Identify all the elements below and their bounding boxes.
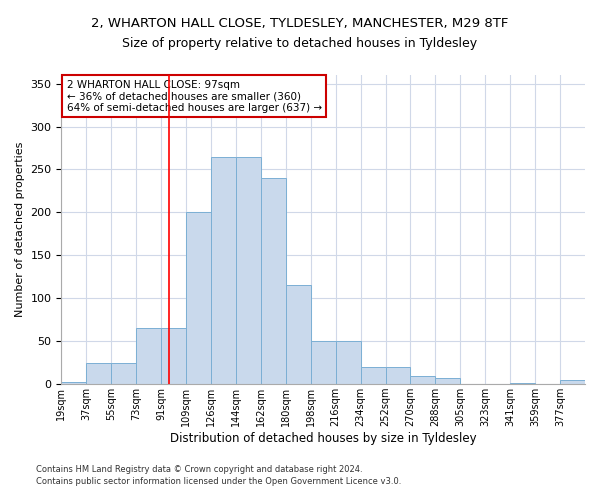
Text: Contains public sector information licensed under the Open Government Licence v3: Contains public sector information licen…	[36, 477, 401, 486]
Bar	[61, 382, 86, 384]
Bar	[161, 328, 186, 384]
Bar	[236, 156, 261, 384]
Bar	[335, 341, 361, 384]
Bar	[386, 367, 410, 384]
Text: Contains HM Land Registry data © Crown copyright and database right 2024.: Contains HM Land Registry data © Crown c…	[36, 466, 362, 474]
Bar	[560, 380, 585, 384]
Bar	[86, 362, 111, 384]
Bar	[286, 286, 311, 384]
Bar	[136, 328, 161, 384]
Bar	[211, 156, 236, 384]
Text: 2 WHARTON HALL CLOSE: 97sqm
← 36% of detached houses are smaller (360)
64% of se: 2 WHARTON HALL CLOSE: 97sqm ← 36% of det…	[67, 80, 322, 113]
Bar	[410, 376, 436, 384]
X-axis label: Distribution of detached houses by size in Tyldesley: Distribution of detached houses by size …	[170, 432, 476, 445]
Text: Size of property relative to detached houses in Tyldesley: Size of property relative to detached ho…	[122, 38, 478, 51]
Text: 2, WHARTON HALL CLOSE, TYLDESLEY, MANCHESTER, M29 8TF: 2, WHARTON HALL CLOSE, TYLDESLEY, MANCHE…	[91, 18, 509, 30]
Bar	[111, 362, 136, 384]
Bar	[261, 178, 286, 384]
Bar	[186, 212, 211, 384]
Bar	[361, 367, 386, 384]
Bar	[436, 378, 460, 384]
Y-axis label: Number of detached properties: Number of detached properties	[15, 142, 25, 318]
Bar	[311, 341, 335, 384]
